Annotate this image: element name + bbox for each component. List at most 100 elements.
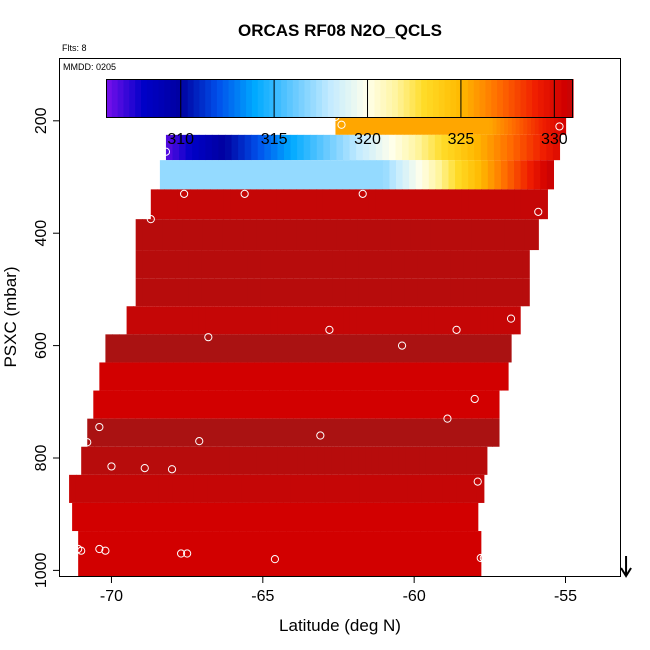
heatmap-cell bbox=[254, 334, 262, 363]
heatmap-cell bbox=[118, 531, 126, 576]
heatmap-cell bbox=[342, 189, 350, 220]
heatmap-cell bbox=[162, 418, 171, 447]
heatmap-cell bbox=[437, 278, 445, 307]
heatmap-cell bbox=[366, 106, 371, 135]
y-axis-label: PSXC (mbar) bbox=[1, 266, 20, 367]
heatmap-cell bbox=[516, 250, 524, 279]
heatmap-cell bbox=[254, 502, 262, 532]
heatmap-cell bbox=[416, 502, 425, 532]
heatmap-cell bbox=[100, 418, 109, 447]
heatmap-cell bbox=[316, 219, 325, 251]
heatmap-cell bbox=[207, 250, 215, 279]
heatmap-cell bbox=[106, 362, 114, 391]
heatmap-cell bbox=[491, 219, 499, 251]
heatmap-cell bbox=[511, 219, 519, 251]
heatmap-cell bbox=[480, 362, 489, 391]
heatmap-cell bbox=[133, 390, 142, 419]
heatmap-cell bbox=[487, 160, 495, 190]
heatmap-cell bbox=[181, 390, 189, 419]
heatmap-cell bbox=[332, 250, 340, 279]
heatmap-cell bbox=[410, 502, 418, 532]
heatmap-cell bbox=[240, 334, 248, 363]
heatmap-cell bbox=[192, 134, 200, 161]
heatmap-cell bbox=[242, 362, 250, 391]
heatmap-cell bbox=[389, 502, 398, 532]
heatmap-cell bbox=[208, 362, 216, 391]
heatmap-cell bbox=[359, 474, 367, 503]
heatmap-cell bbox=[329, 189, 337, 220]
heatmap-cell bbox=[400, 474, 409, 503]
heatmap-cell bbox=[289, 390, 297, 419]
heatmap-cell bbox=[96, 474, 105, 503]
heatmap-cell bbox=[169, 418, 178, 447]
colorbar-swatch bbox=[543, 79, 551, 118]
heatmap-cell bbox=[370, 219, 378, 251]
heatmap-cell bbox=[289, 189, 297, 220]
heatmap-cell bbox=[385, 446, 393, 475]
heatmap-cell bbox=[133, 362, 141, 391]
heatmap-cell bbox=[306, 250, 314, 279]
heatmap-cell bbox=[140, 362, 148, 391]
heatmap-cell bbox=[324, 474, 333, 503]
heatmap-cell bbox=[383, 390, 392, 419]
colorbar-swatch bbox=[199, 79, 206, 118]
heatmap-cell bbox=[534, 106, 540, 135]
heatmap-cell bbox=[128, 446, 136, 475]
heatmap-cell bbox=[323, 306, 331, 335]
heatmap-cell bbox=[324, 362, 332, 391]
heatmap-cell bbox=[373, 106, 379, 135]
heatmap-cell bbox=[243, 189, 251, 220]
heatmap-cell bbox=[350, 106, 356, 135]
heatmap-cell bbox=[433, 362, 441, 391]
colorbar-swatch bbox=[176, 79, 183, 118]
heatmap-cell bbox=[279, 250, 288, 279]
heatmap-cell bbox=[286, 418, 294, 447]
heatmap-cell bbox=[454, 189, 463, 220]
heatmap-cell bbox=[282, 390, 290, 419]
heatmap-cell bbox=[369, 306, 377, 335]
colorbar-swatch bbox=[135, 79, 142, 118]
heatmap-cell bbox=[175, 250, 183, 279]
heatmap-cell bbox=[166, 160, 174, 190]
colorbar-swatch bbox=[497, 79, 504, 118]
heatmap-cell bbox=[120, 390, 128, 419]
heatmap-cell bbox=[483, 278, 491, 307]
heatmap-cell bbox=[306, 418, 315, 447]
heatmap-cell bbox=[152, 474, 160, 503]
heatmap-cell bbox=[497, 334, 505, 363]
heatmap-cell bbox=[423, 106, 429, 135]
heatmap-cell bbox=[416, 418, 425, 447]
heatmap-cell bbox=[125, 334, 134, 363]
heatmap-cell bbox=[368, 418, 377, 447]
heatmap-cell bbox=[398, 250, 406, 279]
heatmap-cell bbox=[139, 306, 147, 335]
heatmap-cell bbox=[330, 219, 338, 251]
heatmap-cell bbox=[336, 219, 345, 251]
heatmap-cell bbox=[483, 250, 491, 279]
colorbar-swatch bbox=[456, 79, 463, 118]
heatmap-cell bbox=[269, 474, 278, 503]
heatmap-cell bbox=[296, 219, 305, 251]
heatmap-cell bbox=[352, 278, 360, 307]
heatmap-cell bbox=[409, 418, 418, 447]
heatmap-cell bbox=[221, 474, 229, 503]
heatmap-cell bbox=[148, 446, 157, 475]
heatmap-cell bbox=[263, 219, 271, 251]
heatmap-cell bbox=[467, 306, 475, 335]
heatmap-cell bbox=[113, 390, 121, 419]
heatmap-cell bbox=[404, 106, 409, 135]
heatmap-cell bbox=[334, 418, 342, 447]
heatmap-cell bbox=[323, 219, 331, 251]
heatmap-cell bbox=[500, 306, 508, 335]
heatmap-cell bbox=[244, 134, 252, 161]
heatmap-cell bbox=[247, 250, 255, 279]
heatmap-cell bbox=[519, 106, 524, 135]
heatmap-cell bbox=[224, 134, 233, 161]
heatmap-cell bbox=[423, 334, 431, 363]
heatmap-cell bbox=[330, 362, 339, 391]
heatmap-cell bbox=[151, 531, 160, 576]
heatmap-cell bbox=[338, 250, 347, 279]
sample-point bbox=[77, 546, 86, 555]
heatmap-cell bbox=[424, 219, 432, 251]
heatmap-cell bbox=[487, 189, 496, 220]
